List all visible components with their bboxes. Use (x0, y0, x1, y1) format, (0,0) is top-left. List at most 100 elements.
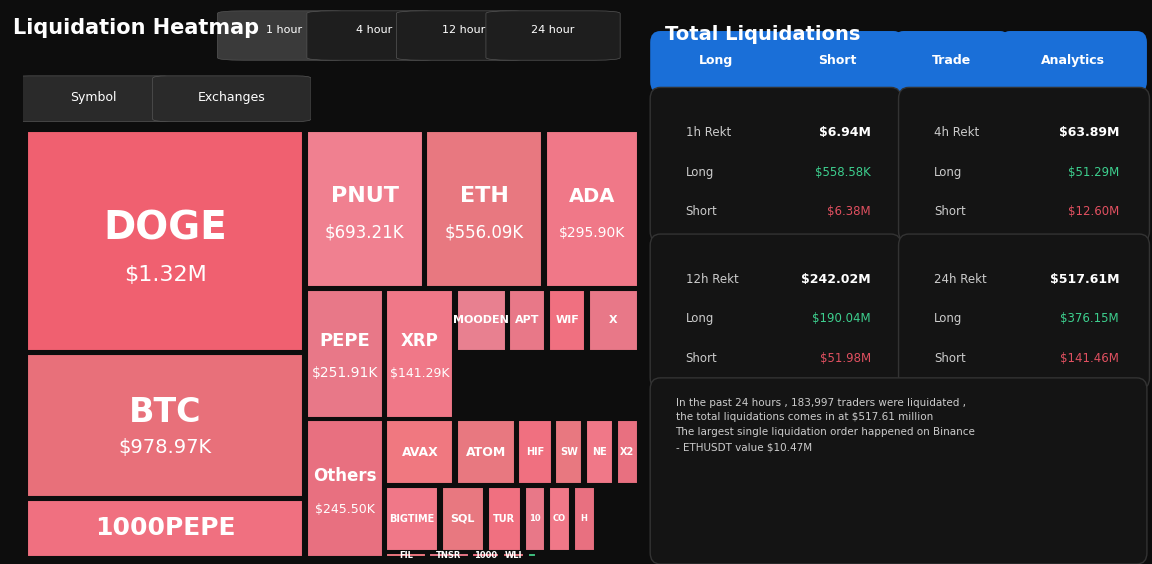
FancyBboxPatch shape (441, 487, 484, 550)
Text: $51.29M: $51.29M (1068, 165, 1119, 179)
Text: Long: Long (685, 312, 714, 325)
FancyBboxPatch shape (555, 420, 582, 484)
FancyBboxPatch shape (430, 553, 469, 557)
Text: $517.61M: $517.61M (1049, 272, 1119, 286)
FancyBboxPatch shape (1000, 31, 1147, 93)
FancyBboxPatch shape (550, 289, 585, 351)
FancyBboxPatch shape (503, 553, 524, 557)
Text: 1000: 1000 (475, 550, 498, 559)
FancyBboxPatch shape (386, 289, 454, 418)
FancyBboxPatch shape (899, 234, 1150, 389)
Text: $63.89M: $63.89M (1059, 126, 1119, 139)
Text: Short: Short (934, 351, 965, 365)
FancyBboxPatch shape (14, 76, 173, 122)
Text: TUR: TUR (493, 514, 515, 524)
Text: Total Liquidations: Total Liquidations (666, 25, 861, 45)
FancyBboxPatch shape (28, 131, 303, 351)
Text: TNSR: TNSR (437, 550, 462, 559)
Text: 1h Rekt: 1h Rekt (685, 126, 730, 139)
Text: CO: CO (553, 514, 566, 523)
Text: MOODEN: MOODEN (454, 315, 509, 325)
Text: Liquidation Heatmap: Liquidation Heatmap (13, 19, 259, 38)
Text: $242.02M: $242.02M (801, 272, 871, 286)
FancyBboxPatch shape (650, 31, 782, 93)
FancyBboxPatch shape (589, 289, 637, 351)
Text: NE: NE (592, 447, 607, 457)
Text: 1000PEPE: 1000PEPE (94, 517, 235, 540)
Text: XRP: XRP (401, 332, 439, 350)
FancyBboxPatch shape (306, 420, 382, 557)
Text: Analytics: Analytics (1041, 54, 1106, 68)
FancyBboxPatch shape (426, 131, 543, 287)
FancyBboxPatch shape (528, 553, 536, 557)
FancyBboxPatch shape (616, 420, 637, 484)
FancyBboxPatch shape (386, 553, 426, 557)
Text: $6.94M: $6.94M (819, 126, 871, 139)
Text: ATOM: ATOM (465, 446, 506, 459)
FancyBboxPatch shape (524, 487, 545, 550)
FancyBboxPatch shape (574, 487, 594, 550)
Text: Long: Long (699, 54, 733, 68)
Text: SW: SW (560, 447, 577, 457)
FancyBboxPatch shape (550, 487, 570, 550)
Text: $556.09K: $556.09K (445, 224, 524, 242)
Text: WLI: WLI (505, 550, 522, 559)
Text: AVAX: AVAX (402, 446, 438, 459)
FancyBboxPatch shape (386, 487, 438, 550)
FancyBboxPatch shape (894, 31, 1010, 93)
Text: 1 hour: 1 hour (266, 25, 303, 36)
Text: $141.46M: $141.46M (1060, 351, 1119, 365)
Text: Exchanges: Exchanges (198, 91, 266, 104)
FancyBboxPatch shape (586, 420, 613, 484)
Text: X: X (609, 315, 617, 325)
Text: Short: Short (685, 351, 718, 365)
Text: 12 hour: 12 hour (442, 25, 485, 36)
FancyBboxPatch shape (306, 11, 441, 60)
Text: X2: X2 (620, 447, 635, 457)
Text: Long: Long (685, 165, 714, 179)
FancyBboxPatch shape (457, 289, 506, 351)
Text: $245.50K: $245.50K (314, 503, 374, 516)
Text: 24h Rekt: 24h Rekt (934, 272, 987, 286)
Text: Symbol: Symbol (70, 91, 116, 104)
FancyBboxPatch shape (650, 87, 901, 243)
FancyBboxPatch shape (518, 420, 552, 484)
FancyBboxPatch shape (899, 87, 1150, 243)
Text: BIGTIME: BIGTIME (389, 514, 434, 524)
FancyBboxPatch shape (472, 553, 499, 557)
Text: $190.04M: $190.04M (812, 312, 871, 325)
FancyBboxPatch shape (28, 500, 303, 557)
Text: In the past 24 hours , 183,997 traders were liquidated ,
the total liquidations : In the past 24 hours , 183,997 traders w… (675, 398, 976, 452)
Text: BTC: BTC (129, 396, 202, 429)
Text: $295.90K: $295.90K (559, 226, 624, 240)
Text: $693.21K: $693.21K (325, 224, 404, 242)
Text: Trade: Trade (932, 54, 971, 68)
Text: Long: Long (934, 165, 962, 179)
Text: PNUT: PNUT (331, 186, 399, 206)
Text: FIL: FIL (399, 550, 412, 559)
FancyBboxPatch shape (306, 131, 423, 287)
FancyBboxPatch shape (28, 354, 303, 497)
Text: DOGE: DOGE (104, 209, 227, 247)
FancyBboxPatch shape (487, 487, 521, 550)
Text: ADA: ADA (569, 187, 615, 206)
FancyBboxPatch shape (650, 234, 901, 389)
Text: HIF: HIF (525, 447, 544, 457)
Text: 4h Rekt: 4h Rekt (934, 126, 979, 139)
FancyBboxPatch shape (152, 76, 311, 122)
Text: $558.58K: $558.58K (814, 165, 871, 179)
Text: $12.60M: $12.60M (1068, 205, 1119, 218)
Text: $1.32M: $1.32M (123, 265, 206, 285)
FancyBboxPatch shape (218, 11, 351, 60)
Text: Short: Short (685, 205, 718, 218)
Text: ETH: ETH (460, 186, 509, 206)
Text: Short: Short (934, 205, 965, 218)
Text: $51.98M: $51.98M (819, 351, 871, 365)
Text: $251.91K: $251.91K (311, 366, 378, 380)
FancyBboxPatch shape (509, 289, 545, 351)
FancyBboxPatch shape (457, 420, 515, 484)
FancyBboxPatch shape (546, 131, 637, 287)
Text: $376.15M: $376.15M (1061, 312, 1119, 325)
Text: 24 hour: 24 hour (531, 25, 575, 36)
Text: $141.29K: $141.29K (391, 367, 449, 380)
